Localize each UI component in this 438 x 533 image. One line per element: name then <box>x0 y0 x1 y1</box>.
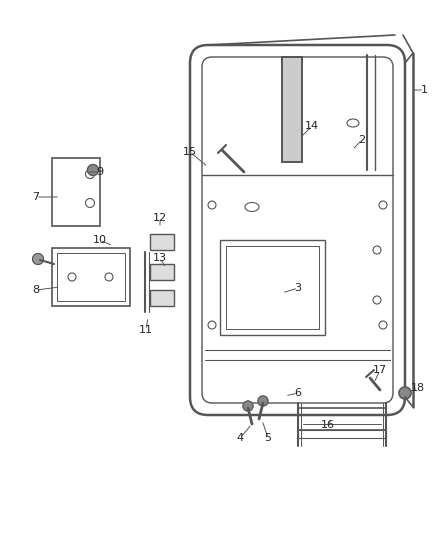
Text: 14: 14 <box>305 121 319 131</box>
Text: 18: 18 <box>411 383 425 393</box>
Text: 1: 1 <box>420 85 427 95</box>
Text: 16: 16 <box>321 420 335 430</box>
Text: 7: 7 <box>32 192 39 202</box>
Text: 10: 10 <box>93 235 107 245</box>
Text: 4: 4 <box>237 433 244 443</box>
Bar <box>150 234 174 250</box>
Text: 8: 8 <box>32 285 39 295</box>
Text: 12: 12 <box>153 213 167 223</box>
Text: 9: 9 <box>96 167 103 177</box>
Text: 2: 2 <box>358 135 366 145</box>
Bar <box>150 290 174 306</box>
Bar <box>52 248 130 306</box>
Bar <box>220 240 325 335</box>
Bar <box>282 57 302 162</box>
Text: 15: 15 <box>183 147 197 157</box>
Bar <box>226 246 319 329</box>
Text: 6: 6 <box>294 388 301 398</box>
Circle shape <box>399 387 411 399</box>
Text: 17: 17 <box>373 365 387 375</box>
Bar <box>57 253 125 301</box>
Circle shape <box>88 165 99 175</box>
Bar <box>150 264 174 280</box>
Text: 13: 13 <box>153 253 167 263</box>
Bar <box>298 408 386 430</box>
Bar <box>52 158 100 226</box>
Text: 11: 11 <box>139 325 153 335</box>
Circle shape <box>243 401 253 411</box>
Circle shape <box>258 396 268 406</box>
Bar <box>298 430 386 438</box>
Bar <box>282 57 302 162</box>
Circle shape <box>32 254 43 264</box>
Text: 5: 5 <box>265 433 272 443</box>
Text: 3: 3 <box>294 283 301 293</box>
